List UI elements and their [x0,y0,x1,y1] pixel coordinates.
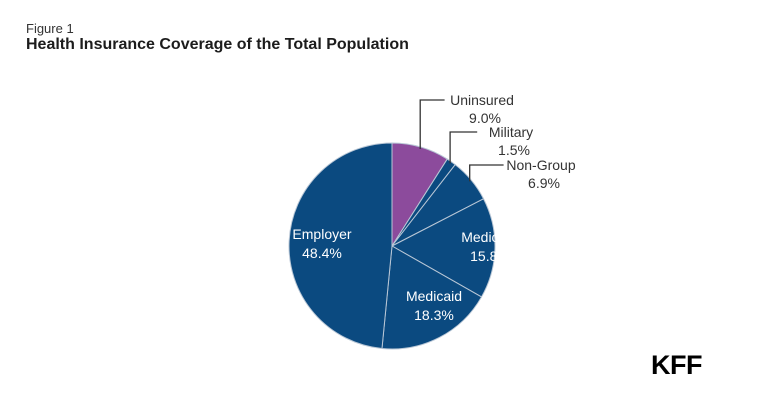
chart-title: Health Insurance Coverage of the Total P… [26,36,409,53]
slice-label-employer-name: Employer [292,226,351,242]
leader-line-military [449,131,478,164]
slice-label-medicare-name: Medicare [461,229,519,245]
kff-logo: KFF [651,350,702,380]
pie-slice-medicare [391,198,496,298]
figure-label: Figure 1 [26,21,74,36]
pie-slices [288,142,496,350]
slice-label-non-group-name: Non-Group [506,157,575,173]
slice-label-uninsured-value: 9.0% [469,110,501,126]
slice-label-non-group-value: 6.9% [528,175,560,191]
pie-slice-employer [288,142,393,350]
slice-label-medicaid-name: Medicaid [406,288,462,304]
leader-line-non-group [469,164,504,182]
slice-label-employer-value: 48.4% [302,245,342,261]
slice-label-uninsured-name: Uninsured [450,92,514,108]
leader-lines [419,99,504,182]
slice-label-military-name: Military [489,124,533,140]
slice-labels: Uninsured 9.0%Military 1.5%Non-Group 6.9% Me… [292,92,575,323]
pie-slice-medicaid [381,245,483,350]
slice-label-medicare-value: 15.8% [470,248,510,264]
slice-label-military-value: 1.5% [498,142,530,158]
slice-label-medicaid-value: 18.3% [414,307,454,323]
leader-line-uninsured [419,99,445,149]
